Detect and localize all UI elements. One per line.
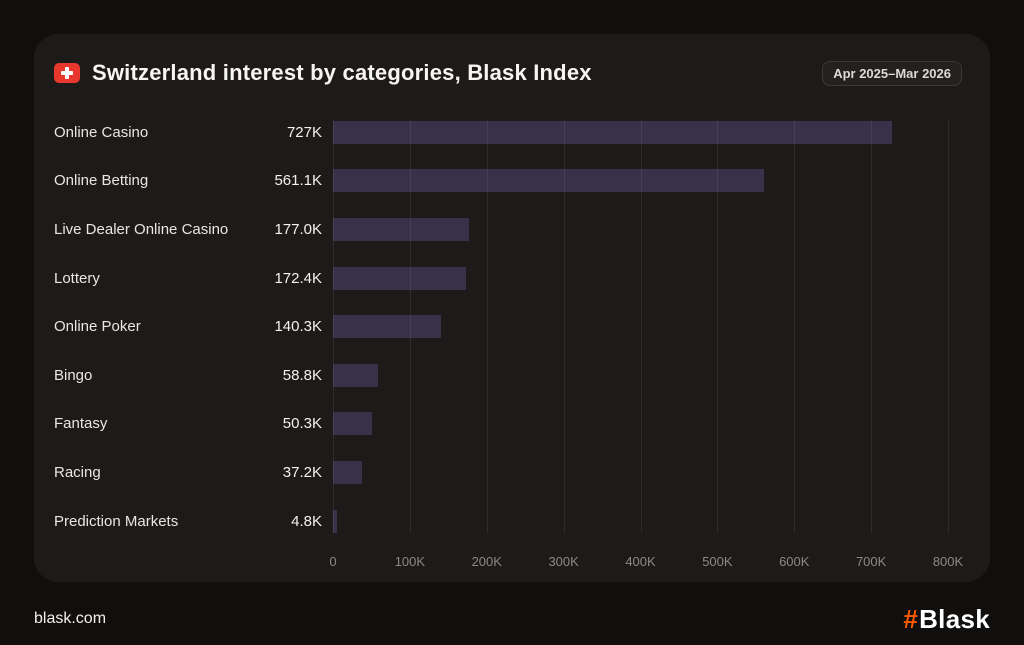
x-axis-tick: 0	[329, 554, 337, 570]
chart-row: Bingo 58.8K	[54, 351, 962, 400]
switzerland-flag-icon	[54, 63, 80, 83]
category-value: 4.8K	[291, 512, 322, 530]
x-axis-tick: 800K	[932, 554, 964, 570]
category-label: Live Dealer Online Casino	[54, 220, 229, 238]
chart-row: Racing 37.2K	[54, 448, 962, 497]
chart-title: Switzerland interest by categories, Blas…	[92, 60, 592, 85]
bar	[333, 315, 441, 339]
bar	[333, 509, 337, 533]
category-value: 37.2K	[282, 463, 322, 481]
bar-track	[333, 412, 962, 436]
title-group: Switzerland interest by categories, Blas…	[54, 60, 592, 86]
chart-body: Online Casino 727K Online Betting 561.1K Liv…	[54, 108, 962, 545]
bar-track	[333, 363, 962, 387]
category-label: Online Casino	[54, 123, 149, 141]
x-axis-tick: 600K	[779, 554, 810, 570]
chart-row: Online Casino 727K	[54, 108, 962, 157]
website-link: blask.com	[34, 610, 107, 627]
card-header: Switzerland interest by categories, Blas…	[54, 56, 962, 90]
x-axis-tick: 400K	[625, 554, 656, 570]
category-value: 58.8K	[282, 366, 322, 384]
category-value: 172.4K	[274, 269, 322, 287]
bar-track	[333, 509, 962, 533]
bar-track	[333, 460, 962, 484]
bar-track	[333, 120, 962, 144]
bar	[333, 217, 470, 241]
category-value: 140.3K	[274, 318, 322, 336]
bar	[333, 412, 372, 436]
x-axis-tick: 500K	[702, 554, 733, 570]
chart-card: Switzerland interest by categories, Blas…	[34, 34, 990, 582]
bar	[333, 460, 362, 484]
category-label: Online Betting	[54, 172, 149, 190]
x-axis: 0 100K 200K 300K 400K 500K 600K 700K 800K	[329, 545, 964, 575]
chart-row: Lottery 172.4K	[54, 254, 962, 303]
category-value: 177.0K	[274, 220, 322, 238]
category-value: 561.1K	[274, 172, 322, 190]
category-label: Prediction Markets	[54, 512, 179, 530]
chart-row: Prediction Markets 4.8K	[54, 497, 962, 546]
blask-logo: # Blask	[903, 604, 990, 635]
footer: blask.com # Blask	[34, 596, 990, 642]
blask-logo-text: Blask	[919, 603, 990, 634]
x-axis-tick: 700K	[855, 554, 887, 570]
x-axis-tick: 300K	[548, 554, 579, 570]
bar-track	[333, 217, 962, 241]
date-range-badge: Apr 2025–Mar 2026	[822, 60, 962, 86]
blask-logo-hash-icon: #	[903, 603, 919, 634]
chart-rows: Online Casino 727K Online Betting 561.1K Liv…	[54, 108, 962, 545]
chart-row: Fantasy 50.3K	[54, 400, 962, 449]
category-value: 727K	[286, 123, 322, 141]
x-axis-tick: 100K	[394, 554, 426, 570]
category-label: Lottery	[54, 269, 100, 287]
bar	[333, 120, 892, 144]
category-label: Racing	[54, 463, 101, 481]
category-label: Bingo	[54, 366, 93, 384]
bar	[333, 363, 379, 387]
bar-track	[333, 266, 962, 290]
category-label: Online Poker	[54, 318, 141, 336]
chart-row: Live Dealer Online Casino 177.0K	[54, 205, 962, 254]
category-value: 50.3K	[282, 415, 322, 433]
bar-track	[333, 169, 962, 193]
chart-row: Online Betting 561.1K	[54, 157, 962, 206]
bar-track	[333, 315, 962, 339]
chart-row: Online Poker 140.3K	[54, 302, 962, 351]
bar	[333, 266, 466, 290]
bar	[333, 169, 765, 193]
x-axis-tick: 200K	[471, 554, 502, 570]
category-label: Fantasy	[54, 415, 108, 433]
